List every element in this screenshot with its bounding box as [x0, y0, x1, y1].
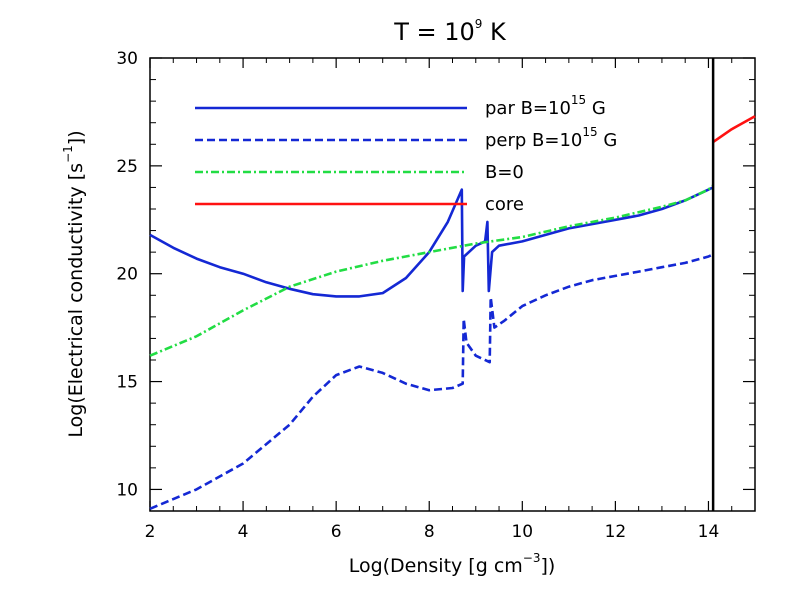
- y-tick-label: 25: [116, 157, 138, 177]
- legend-label: core: [485, 194, 524, 215]
- y-tick-label: 30: [116, 49, 138, 69]
- y-axis: 10 15 20 25 30: [116, 49, 755, 512]
- x-tick-label: 8: [424, 522, 435, 542]
- chart-title-exponent: 9: [475, 17, 483, 31]
- legend-label: par B=1015 G: [485, 93, 606, 119]
- series-line-core: [712, 115, 756, 144]
- x-axis-label: Log(Density [g cm−3]): [349, 551, 556, 577]
- x-tick-label: 12: [605, 522, 627, 542]
- x-tick-label: 2: [145, 522, 156, 542]
- y-axis-label: Log(Electrical conductivity [s−1]): [61, 130, 87, 437]
- y-tick-label: 10: [116, 480, 138, 500]
- x-axis-label-exponent: −3: [523, 551, 541, 565]
- plot-frame: [149, 57, 756, 512]
- legend-label: perp B=1015 G: [485, 125, 617, 151]
- x-axis: 2 4 6 8 10 12 14: [145, 58, 756, 542]
- legend-label: B=0: [485, 162, 524, 183]
- y-tick-label: 15: [116, 373, 138, 393]
- series-line-perp: [149, 253, 714, 510]
- x-tick-label: 10: [511, 522, 533, 542]
- x-tick-label: 6: [331, 522, 342, 542]
- chart-title: T = 109 K: [393, 17, 507, 46]
- x-tick-label: 14: [698, 522, 720, 542]
- x-tick-label: 4: [238, 522, 249, 542]
- y-axis-label-exponent: −1: [61, 145, 75, 163]
- legend: par B=1015 G perp B=1015 G B=0 core: [195, 93, 617, 215]
- series-layer: [149, 115, 756, 510]
- y-tick-label: 20: [116, 265, 138, 285]
- series-line-par: [149, 186, 714, 298]
- series-line-b-0: [149, 184, 714, 357]
